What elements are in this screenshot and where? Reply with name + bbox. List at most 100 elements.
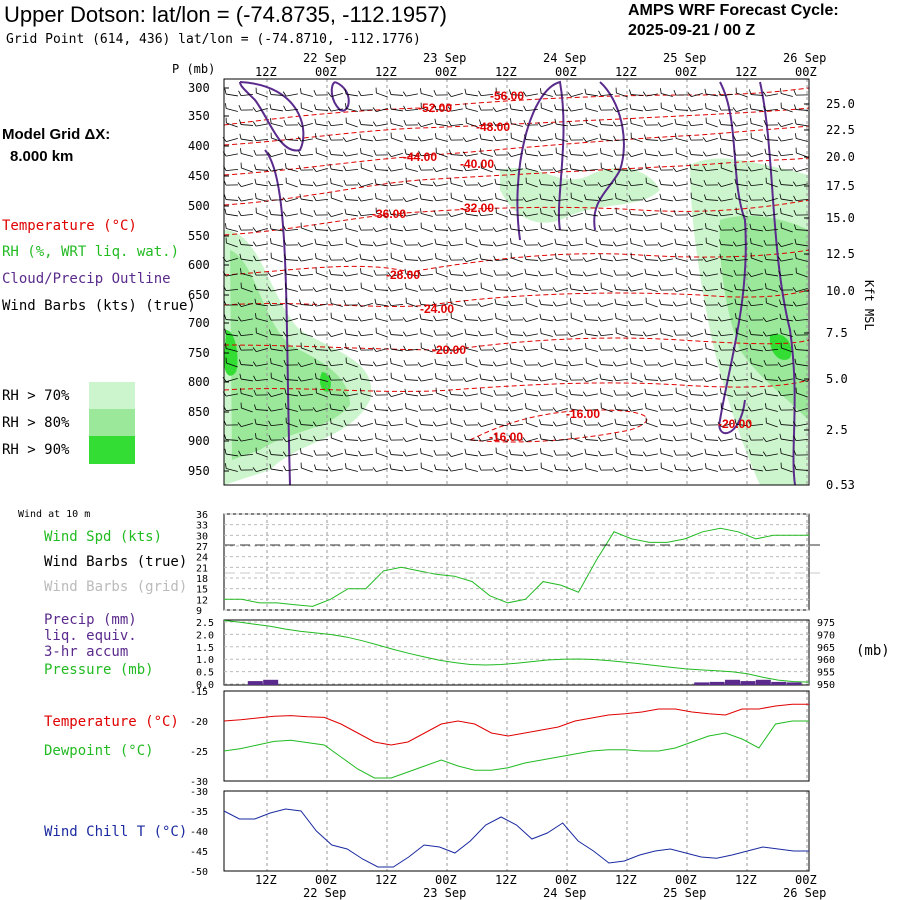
pressure-tick-label: 400 [188, 139, 210, 153]
wind-barb [657, 362, 673, 368]
wind-barb [315, 373, 328, 382]
wind-barb [718, 224, 734, 231]
wind-barb [388, 209, 404, 216]
wind-barb [494, 178, 508, 187]
wind-tick-label: 33 [196, 521, 208, 532]
wind-barb [659, 433, 673, 442]
wind-barb [555, 253, 568, 262]
wind-barb [567, 212, 583, 218]
wind-barb [552, 421, 568, 427]
wind-barb [645, 177, 658, 188]
wind-barb [553, 195, 569, 202]
wind-barb [585, 223, 598, 232]
wind-barb [345, 237, 358, 248]
wind-barb [389, 103, 403, 112]
wind-barb [702, 391, 718, 397]
wind-barbs-true-label: Wind Barbs (true) [44, 554, 188, 570]
wind-barb [253, 255, 269, 262]
wind-barb [405, 297, 418, 308]
wind-barb [388, 194, 404, 201]
wind-barb [627, 272, 643, 278]
wind-barb [403, 225, 419, 232]
wind-barb [432, 407, 448, 413]
wind-barb [703, 179, 719, 186]
wind-barb [404, 148, 418, 157]
wind-barb [255, 207, 268, 218]
wind-barb [328, 360, 344, 367]
wind-barb [358, 210, 374, 217]
wind-barb [750, 238, 763, 247]
wind-barb [600, 148, 613, 157]
wind-barb [255, 193, 268, 202]
wind-barb [523, 374, 539, 381]
wind-barb [375, 87, 388, 98]
wind-barb [238, 450, 254, 457]
wind-barb [462, 257, 478, 263]
wind-barb [358, 239, 374, 246]
wind-barb [643, 134, 659, 141]
wind-barb [523, 134, 539, 141]
height-tick-label: 25.0 [826, 97, 855, 111]
wind-barb [582, 377, 598, 383]
wind-barb [225, 357, 238, 368]
wind-barb [508, 449, 524, 456]
wind-barb [717, 182, 733, 188]
wind-barb [658, 150, 674, 157]
wind-barb [537, 362, 553, 368]
wind-barb [315, 387, 328, 398]
cloud-outline [330, 81, 350, 112]
wind-barb [478, 210, 494, 217]
wind-barb [239, 253, 253, 262]
pressure-tick-label: 965 [817, 643, 835, 654]
temperature-contour [223, 249, 810, 276]
dewpoint-label: Dewpoint (°C) [44, 743, 154, 759]
wind-barb [522, 437, 538, 443]
wind-barb [344, 328, 358, 337]
wind-barb [478, 239, 494, 246]
wind-barb [462, 377, 478, 383]
wind-barb [720, 282, 733, 293]
wind-barb [510, 252, 523, 263]
wind-barb [328, 240, 344, 247]
wind-barb [403, 134, 419, 141]
wind-barb [253, 389, 269, 396]
wind-barb [567, 466, 583, 472]
wind-barb [675, 387, 688, 398]
wind-barb [239, 133, 253, 142]
wind-barb [255, 87, 268, 98]
wind-barb [765, 177, 778, 188]
wind-barb [450, 298, 463, 307]
pressure-tick-label: 950 [188, 464, 210, 478]
wind-barb [763, 359, 779, 366]
wind-barb [329, 283, 343, 292]
cloud-outline [516, 80, 565, 241]
wind-barb [598, 330, 614, 337]
wind-barb [388, 314, 404, 321]
wind-barb [780, 448, 793, 457]
wind-barb [673, 89, 689, 96]
wind-barb [420, 448, 433, 457]
wind-barb [688, 360, 704, 367]
wind-barb [343, 285, 359, 292]
wind-barb [253, 269, 269, 276]
dewpoint-line [223, 720, 809, 779]
wind-barb [750, 372, 763, 383]
wind-barb [538, 419, 554, 426]
wind-barb [418, 404, 434, 411]
wind-barb [433, 315, 449, 322]
wind-barb [779, 193, 793, 202]
wind-barb [495, 87, 508, 98]
wind-barb [674, 358, 688, 367]
wind-barb [672, 301, 688, 307]
wind-barb [793, 209, 809, 216]
wind-barb [525, 283, 538, 292]
wind-barb [597, 436, 613, 442]
wind-barb [598, 224, 614, 231]
wind-barb [630, 372, 643, 383]
height-tick-label: 15.0 [826, 211, 855, 225]
wind-barb [673, 329, 689, 336]
wind-barb [660, 88, 673, 97]
temperature-contour [223, 199, 810, 236]
wind-barb [764, 268, 778, 277]
wind-barb [342, 391, 358, 397]
